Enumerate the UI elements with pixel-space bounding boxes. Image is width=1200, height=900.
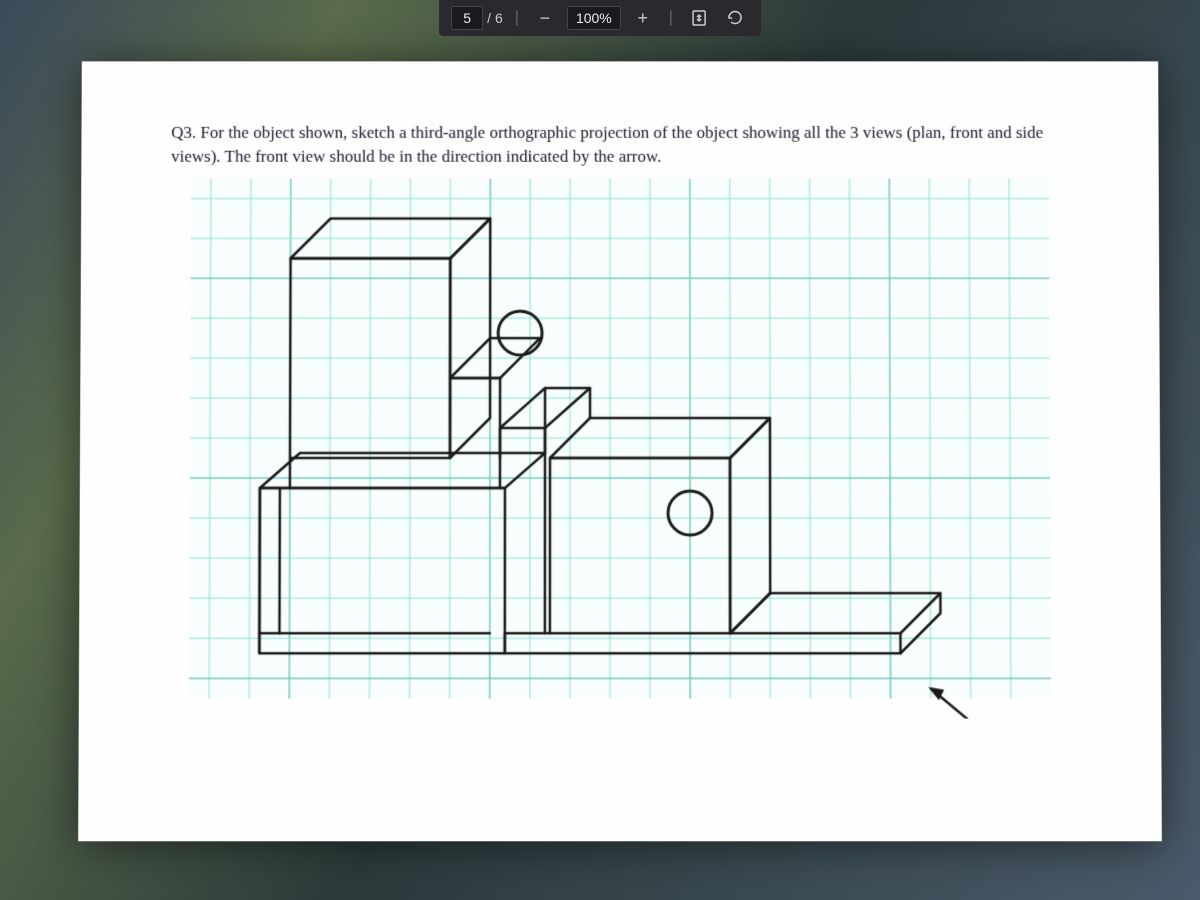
question-body: For the object shown, sketch a third-ang…	[171, 123, 1043, 166]
total-pages: 6	[495, 10, 503, 26]
rotate-button[interactable]	[721, 4, 749, 32]
question-text: Q3. For the object shown, sketch a third…	[131, 121, 1109, 168]
question-label: Q3.	[171, 123, 196, 142]
isometric-diagram	[189, 178, 1051, 718]
page-number-input[interactable]	[451, 6, 483, 30]
grid-background	[189, 178, 1051, 698]
fit-page-icon	[690, 9, 708, 27]
rotate-icon	[726, 9, 744, 27]
fit-page-button[interactable]	[685, 4, 713, 32]
document-page: Q3. For the object shown, sketch a third…	[78, 61, 1162, 841]
diagram-container	[129, 178, 1111, 718]
toolbar-divider: |	[515, 9, 519, 27]
page-separator: /	[487, 10, 491, 26]
toolbar-divider: |	[669, 9, 673, 27]
page-indicator: / 6	[451, 6, 503, 30]
zoom-level-display[interactable]: 100%	[567, 6, 621, 30]
pdf-toolbar: / 6 | − 100% + |	[439, 0, 761, 36]
zoom-out-button[interactable]: −	[531, 4, 559, 32]
zoom-in-button[interactable]: +	[629, 4, 657, 32]
